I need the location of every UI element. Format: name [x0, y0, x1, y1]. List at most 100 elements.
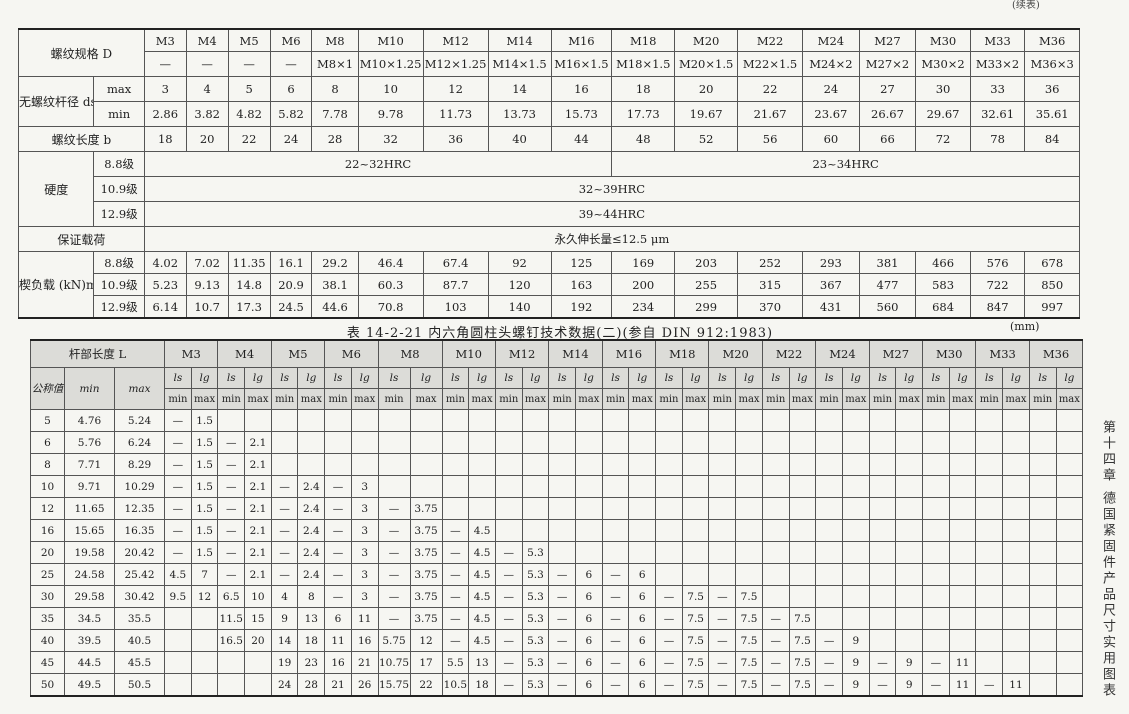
value-cell: 6	[628, 673, 657, 697]
value-cell	[708, 409, 737, 432]
value-cell: 11	[324, 629, 352, 652]
table-row: 螺纹长度 b 18 20 22 24 28 32 36 40 44 48 52 56 60 66 72 78 84	[18, 126, 1080, 152]
value-cell	[601, 497, 630, 520]
max-label: max	[895, 388, 924, 410]
value-cell: —	[548, 673, 576, 697]
wedge-load-cell: 16.1	[269, 251, 313, 274]
value-cell	[244, 673, 272, 697]
thread-length-cell: 72	[915, 126, 971, 152]
value-cell	[1055, 409, 1084, 432]
lg-header: lg	[244, 367, 272, 389]
value-cell: 7.5	[681, 607, 710, 630]
value-cell	[628, 497, 657, 520]
value-cell: —	[324, 497, 352, 520]
value-cell: —	[441, 629, 470, 652]
value-cell: —	[494, 607, 523, 630]
value-cell	[297, 453, 326, 476]
lg-header: lg	[788, 367, 817, 389]
value-cell: 15.75	[377, 673, 411, 697]
value-cell	[190, 629, 219, 652]
value-cell	[548, 409, 576, 432]
value-cell	[1028, 519, 1057, 542]
size-header: M14	[548, 339, 603, 368]
length-tolerance-cell: 49.5	[64, 673, 115, 697]
max-label: max	[681, 388, 710, 410]
value-cell	[922, 453, 950, 476]
value-cell	[1028, 409, 1057, 432]
min-label: min	[217, 388, 246, 410]
value-cell	[1055, 453, 1084, 476]
value-cell: —	[868, 673, 897, 697]
wedge-load-cell: 17.3	[227, 295, 271, 319]
value-cell: —	[655, 651, 683, 674]
wedge-load-cell: 367	[802, 273, 860, 296]
wedge-load-cell: 678	[1024, 251, 1080, 274]
value-cell	[975, 519, 1004, 542]
value-cell: 6	[575, 563, 603, 586]
value-cell	[628, 409, 657, 432]
shank-max-cell: 4	[185, 76, 229, 102]
value-cell	[164, 607, 192, 630]
value-cell	[1002, 541, 1030, 564]
wedge-load-cell: 10.7	[185, 295, 229, 319]
value-cell: 3.75	[409, 519, 443, 542]
value-cell	[761, 585, 790, 608]
value-cell: —	[324, 475, 352, 498]
nominal-length-cell: 35	[30, 607, 65, 630]
nominal-length-cell: 16	[30, 519, 65, 542]
max-label: max	[190, 388, 219, 410]
nominal-length-cell: 5	[30, 409, 65, 432]
value-cell: —	[217, 519, 246, 542]
size-header: M3	[143, 28, 187, 52]
value-cell: 6	[628, 629, 657, 652]
value-cell	[868, 607, 897, 630]
nominal-length-cell: 12	[30, 497, 65, 520]
value-cell	[1002, 475, 1030, 498]
value-cell	[895, 453, 924, 476]
value-cell: —	[270, 563, 299, 586]
length-tolerance-cell: 25.42	[113, 563, 166, 586]
value-cell: 2.1	[244, 431, 272, 454]
min-label: min	[93, 101, 145, 127]
value-cell	[217, 673, 246, 697]
thread-length-cell: 32	[357, 126, 424, 152]
ls-header: ls	[1028, 367, 1057, 389]
value-cell: 1.5	[190, 453, 219, 476]
thread-length-cell: 52	[674, 126, 739, 152]
nominal-length-cell: 6	[30, 431, 65, 454]
table-row: 40 39.5 40.5 16.5 20 14 18 11 16 5.75 12—4.5—5.3—6…	[30, 629, 1084, 652]
value-cell	[441, 431, 470, 454]
value-cell: 7.5	[681, 651, 710, 674]
ls-header: ls	[164, 367, 192, 389]
table-row: 10 9.71 10.29—1.5—2.1—2.4—3	[30, 475, 1084, 498]
wedge-load-cell: 24.5	[269, 295, 313, 319]
value-cell	[494, 475, 523, 498]
max-label: max	[409, 388, 443, 410]
value-cell	[708, 475, 737, 498]
wedge-load-cell: 997	[1024, 295, 1080, 319]
size-header: M22	[761, 339, 817, 368]
value-cell	[441, 453, 470, 476]
value-cell	[895, 497, 924, 520]
min-label: min	[601, 388, 630, 410]
value-cell	[548, 431, 576, 454]
value-cell: —	[377, 563, 411, 586]
value-cell	[948, 453, 977, 476]
value-cell: —	[217, 563, 246, 586]
value-cell	[708, 541, 737, 564]
value-cell: —	[601, 629, 630, 652]
value-cell: —	[761, 651, 790, 674]
shank-max-cell: 16	[550, 76, 613, 102]
value-cell: —	[494, 651, 523, 674]
value-cell	[575, 541, 603, 564]
max-label: max	[113, 367, 166, 410]
grade-label: 12.9级	[93, 295, 145, 319]
value-cell	[217, 409, 246, 432]
min-label: min	[922, 388, 950, 410]
value-cell	[575, 453, 603, 476]
value-cell: —	[164, 541, 192, 564]
value-cell	[324, 409, 352, 432]
wedge-load-cell: 7.02	[185, 251, 229, 274]
value-cell	[681, 497, 710, 520]
value-cell: —	[601, 585, 630, 608]
